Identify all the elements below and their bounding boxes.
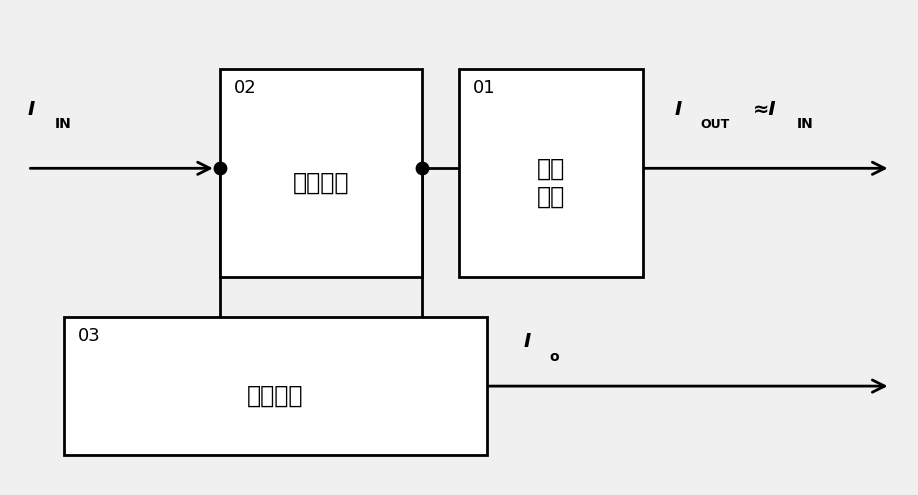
Text: 采样元件: 采样元件 bbox=[293, 171, 350, 195]
Text: I: I bbox=[675, 100, 682, 119]
Text: I: I bbox=[28, 100, 35, 119]
Text: 02: 02 bbox=[234, 79, 257, 97]
Text: I: I bbox=[523, 333, 531, 351]
Text: IN: IN bbox=[797, 117, 813, 131]
Point bbox=[415, 164, 430, 172]
Text: 01: 01 bbox=[473, 79, 496, 97]
Text: IN: IN bbox=[55, 117, 72, 131]
Text: OUT: OUT bbox=[700, 118, 730, 131]
Bar bbox=[220, 69, 422, 277]
Text: o: o bbox=[549, 350, 558, 364]
Text: 03: 03 bbox=[78, 327, 101, 345]
Bar bbox=[64, 317, 487, 455]
Bar bbox=[459, 69, 643, 277]
Text: 采样模块: 采样模块 bbox=[247, 384, 304, 408]
Text: ≈I: ≈I bbox=[753, 100, 777, 119]
Text: 开关
元件: 开关 元件 bbox=[537, 157, 565, 209]
Point bbox=[213, 164, 228, 172]
